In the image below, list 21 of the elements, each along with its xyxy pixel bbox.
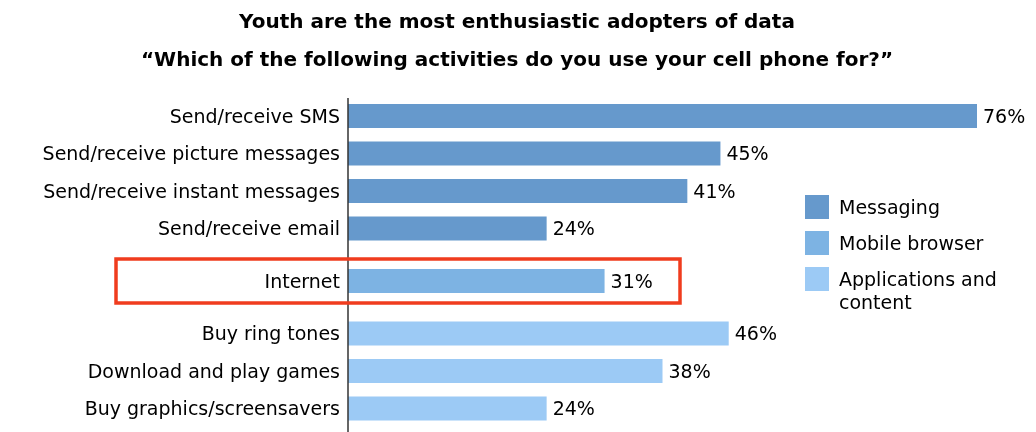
- legend-label: Messaging: [839, 195, 940, 218]
- data-label: 24%: [552, 217, 595, 240]
- data-label: 38%: [668, 359, 711, 382]
- y-tick-label: Internet: [264, 269, 340, 292]
- y-tick-label: Send/receive email: [157, 217, 340, 240]
- chart-title: Youth are the most enthusiastic adopters of data: [238, 9, 795, 33]
- y-tick-label: Send/receive picture messages: [42, 142, 340, 165]
- legend-label: Applications and content: [839, 267, 997, 314]
- data-label: 45%: [726, 142, 769, 165]
- chart-subtitle: “Which of the following activities do you use your cell phone for?”: [140, 47, 894, 71]
- data-label: 31%: [610, 269, 653, 292]
- y-tick-label: Send/receive SMS: [169, 104, 340, 127]
- data-label: 76%: [983, 104, 1026, 127]
- data-label: 24%: [552, 397, 595, 420]
- y-tick-label: Buy graphics/screensavers: [84, 397, 340, 420]
- data-label: 41%: [693, 179, 736, 202]
- y-tick-label: Buy ring tones: [201, 322, 340, 345]
- y-tick-label: Download and play games: [87, 359, 340, 382]
- legend-label: Mobile browser: [839, 231, 984, 254]
- y-tick-label: Send/receive instant messages: [43, 179, 340, 202]
- data-label: 46%: [734, 322, 777, 345]
